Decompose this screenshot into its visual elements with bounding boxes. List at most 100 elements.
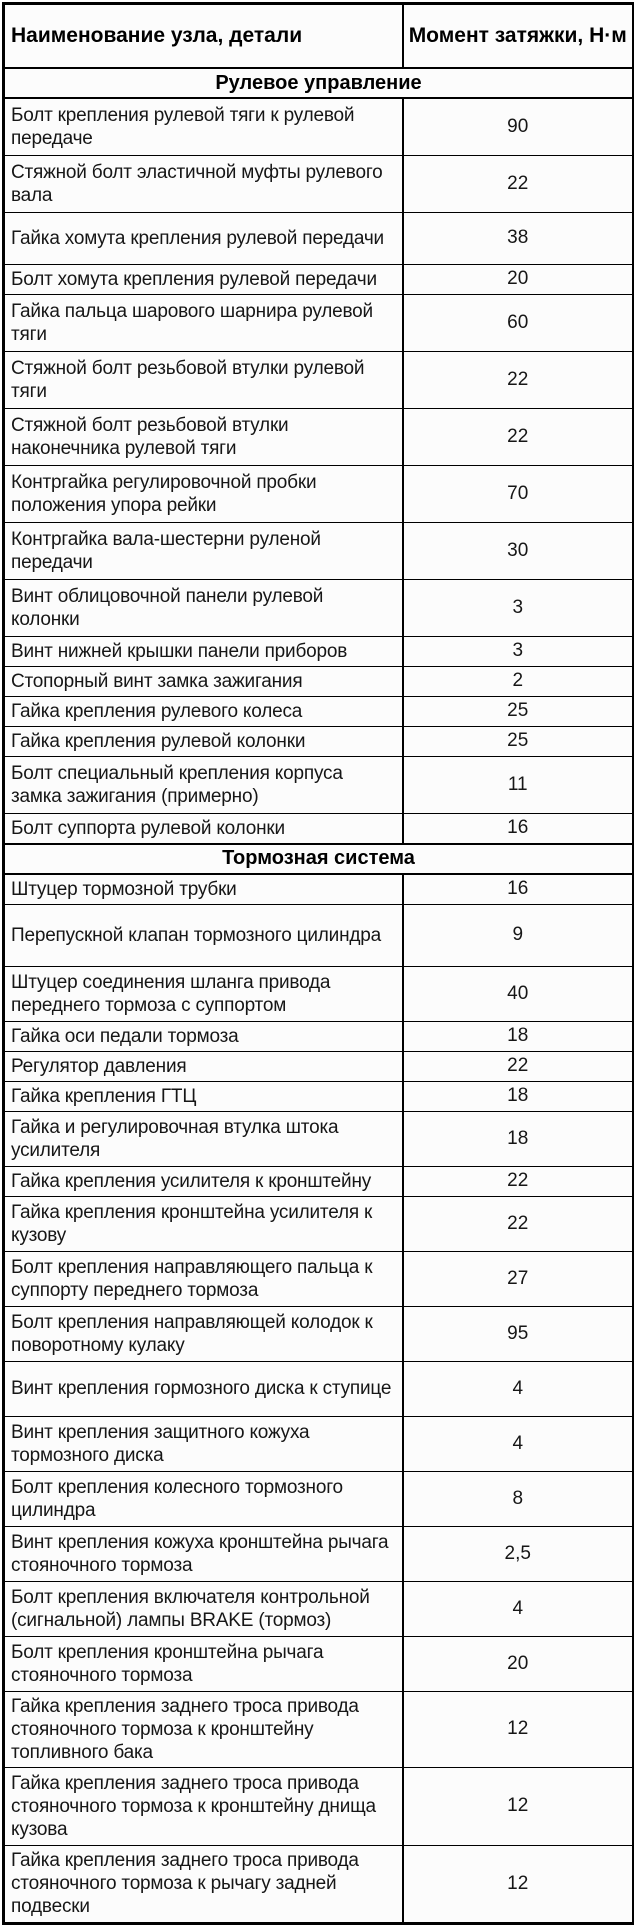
torque-value-cell: 25: [401, 725, 634, 757]
part-name-cell: Гайка и регулировочная втулка штока усил…: [2, 1110, 404, 1167]
torque-value-cell: 27: [401, 1250, 634, 1307]
torque-value-cell: 16: [401, 812, 634, 844]
part-name-cell: Гайка крепления заднего троса привода ст…: [2, 1690, 404, 1768]
table-row: Стяжной болт резьбовой втулки наконечник…: [2, 407, 634, 466]
torque-value-cell: 12: [401, 1766, 634, 1846]
table-row: Болт крепления колесного тормозного цили…: [2, 1470, 634, 1527]
part-name-cell: Контргайка регулировочной пробки положен…: [2, 464, 404, 523]
torque-value-cell: 18: [401, 1020, 634, 1052]
table-row: Стопорный винт замка зажигания 2: [2, 665, 634, 697]
table-row: Болт крепления включателя контрольной (с…: [2, 1580, 634, 1637]
column-header-part-name: Наименование узла, детали: [2, 3, 404, 69]
part-name-cell: Болт хомута крепления рулевой передачи: [2, 263, 404, 295]
part-name-cell: Гайка крепления рулевого колеса: [2, 695, 404, 727]
table-row: Гайка крепления рулевой колонки 25: [2, 725, 634, 757]
part-name-cell: Стяжной болт эластичной муфты рулевого в…: [2, 154, 404, 213]
table-row: Гайка и регулировочная втулка штока усил…: [2, 1110, 634, 1167]
part-name-cell: Болт суппорта рулевой колонки: [2, 812, 404, 844]
torque-value-cell: 95: [401, 1305, 634, 1362]
table-row: Гайка крепления кронштейна усилителя к к…: [2, 1195, 634, 1252]
torque-value-cell: 8: [401, 1470, 634, 1527]
part-name-cell: Винт крепления гормозного диска к ступиц…: [2, 1360, 404, 1417]
column-header-torque: Момент затяжки, Н·м: [401, 3, 634, 69]
part-name-cell: Штуцер соединения шланга привода передне…: [2, 965, 404, 1022]
part-name-cell: Гайка пальца шарового шарнира рулевой тя…: [2, 293, 404, 352]
torque-value-cell: 22: [401, 407, 634, 466]
table-row: Болт специальный крепления корпуса замка…: [2, 755, 634, 814]
torque-value-cell: 3: [401, 578, 634, 637]
part-name-cell: Гайка крепления усилителя к кронштейну: [2, 1165, 404, 1197]
torque-value-cell: 18: [401, 1110, 634, 1167]
part-name-cell: Гайка хомута крепления рулевой передачи: [2, 211, 404, 265]
section-title: Рулевое управление: [2, 67, 634, 99]
part-name-cell: Штуцер тормозной трубки: [2, 873, 404, 905]
torque-value-cell: 2,5: [401, 1525, 634, 1582]
torque-value-cell: 25: [401, 695, 634, 727]
part-name-cell: Болт специальный крепления корпуса замка…: [2, 755, 404, 814]
table-row: Штуцер соединения шланга привода передне…: [2, 965, 634, 1022]
table-row: Гайка хомута крепления рулевой передачи 3…: [2, 211, 634, 265]
table-row: Штуцер тормозной трубки 16: [2, 873, 634, 905]
table-row: Перепускной клапан тормозного цилиндра 9: [2, 903, 634, 967]
table-row: Винт крепления гормозного диска к ступиц…: [2, 1360, 634, 1417]
part-name-cell: Болт крепления колесного тормозного цили…: [2, 1470, 404, 1527]
table-row: Гайка крепления заднего троса привода ст…: [2, 1766, 634, 1846]
torque-value-cell: 4: [401, 1360, 634, 1417]
torque-value-cell: 4: [401, 1580, 634, 1637]
part-name-cell: Винт крепления защитного кожуха тормозно…: [2, 1415, 404, 1472]
table-row: Гайка крепления заднего троса привода ст…: [2, 1844, 634, 1924]
part-name-cell: Стопорный винт замка зажигания: [2, 665, 404, 697]
section-header-row: Рулевое управление: [2, 67, 634, 99]
part-name-cell: Гайка крепления рулевой колонки: [2, 725, 404, 757]
torque-value-cell: 90: [401, 97, 634, 156]
torque-value-cell: 22: [401, 350, 634, 409]
table-row: Винт крепления защитного кожуха тормозно…: [2, 1415, 634, 1472]
torque-value-cell: 3: [401, 635, 634, 667]
torque-value-cell: 38: [401, 211, 634, 265]
torque-value-cell: 70: [401, 464, 634, 523]
section-title: Тормозная система: [2, 842, 634, 875]
torque-value-cell: 12: [401, 1690, 634, 1768]
part-name-cell: Винт облицовочной панели рулевой колонки: [2, 578, 404, 637]
table-row: Болт суппорта рулевой колонки 16: [2, 812, 634, 844]
section-header-row: Тормозная система: [2, 842, 634, 875]
part-name-cell: Гайка крепления заднего троса привода ст…: [2, 1766, 404, 1846]
table-header-row: Наименование узла, детали Момент затяжки…: [2, 3, 634, 69]
part-name-cell: Гайка крепления заднего троса привода ст…: [2, 1844, 404, 1924]
table-row: Болт крепления кронштейна рычага стояноч…: [2, 1635, 634, 1692]
torque-value-cell: 9: [401, 903, 634, 967]
table-row: Болт крепления рулевой тяги к рулевой пе…: [2, 97, 634, 156]
part-name-cell: Гайка крепления кронштейна усилителя к к…: [2, 1195, 404, 1252]
part-name-cell: Перепускной клапан тормозного цилиндра: [2, 903, 404, 967]
table-row: Гайка пальца шарового шарнира рулевой тя…: [2, 293, 634, 352]
table-row: Болт крепления направляющего пальца к су…: [2, 1250, 634, 1307]
part-name-cell: Гайка крепления ГТЦ: [2, 1080, 404, 1112]
torque-value-cell: 22: [401, 1195, 634, 1252]
table-row: Гайка крепления усилителя к кронштейну 22: [2, 1165, 634, 1197]
part-name-cell: Болт крепления рулевой тяги к рулевой пе…: [2, 97, 404, 156]
torque-value-cell: 40: [401, 965, 634, 1022]
torque-value-cell: 18: [401, 1080, 634, 1112]
part-name-cell: Гайка оси педали тормоза: [2, 1020, 404, 1052]
torque-value-cell: 4: [401, 1415, 634, 1472]
table-row: Винт нижней крышки панели приборов 3: [2, 635, 634, 667]
torque-value-cell: 11: [401, 755, 634, 814]
table-row: Винт крепления кожуха кронштейна рычага …: [2, 1525, 634, 1582]
torque-value-cell: 22: [401, 1165, 634, 1197]
table-row: Контргайка вала-шестерни руленой передач…: [2, 521, 634, 580]
part-name-cell: Болт крепления направляющей колодок к по…: [2, 1305, 404, 1362]
part-name-cell: Болт крепления включателя контрольной (с…: [2, 1580, 404, 1637]
part-name-cell: Регулятор давления: [2, 1050, 404, 1082]
part-name-cell: Винт нижней крышки панели приборов: [2, 635, 404, 667]
table-row: Болт крепления направляющей колодок к по…: [2, 1305, 634, 1362]
torque-value-cell: 22: [401, 154, 634, 213]
table-row: Регулятор давления 22: [2, 1050, 634, 1082]
table-row: Контргайка регулировочной пробки положен…: [2, 464, 634, 523]
table-row: Болт хомута крепления рулевой передачи 20: [2, 263, 634, 295]
table-row: Гайка крепления заднего троса привода ст…: [2, 1690, 634, 1768]
table-row: Винт облицовочной панели рулевой колонки…: [2, 578, 634, 637]
table-row: Гайка крепления ГТЦ 18: [2, 1080, 634, 1112]
table-row: Гайка крепления рулевого колеса 25: [2, 695, 634, 727]
